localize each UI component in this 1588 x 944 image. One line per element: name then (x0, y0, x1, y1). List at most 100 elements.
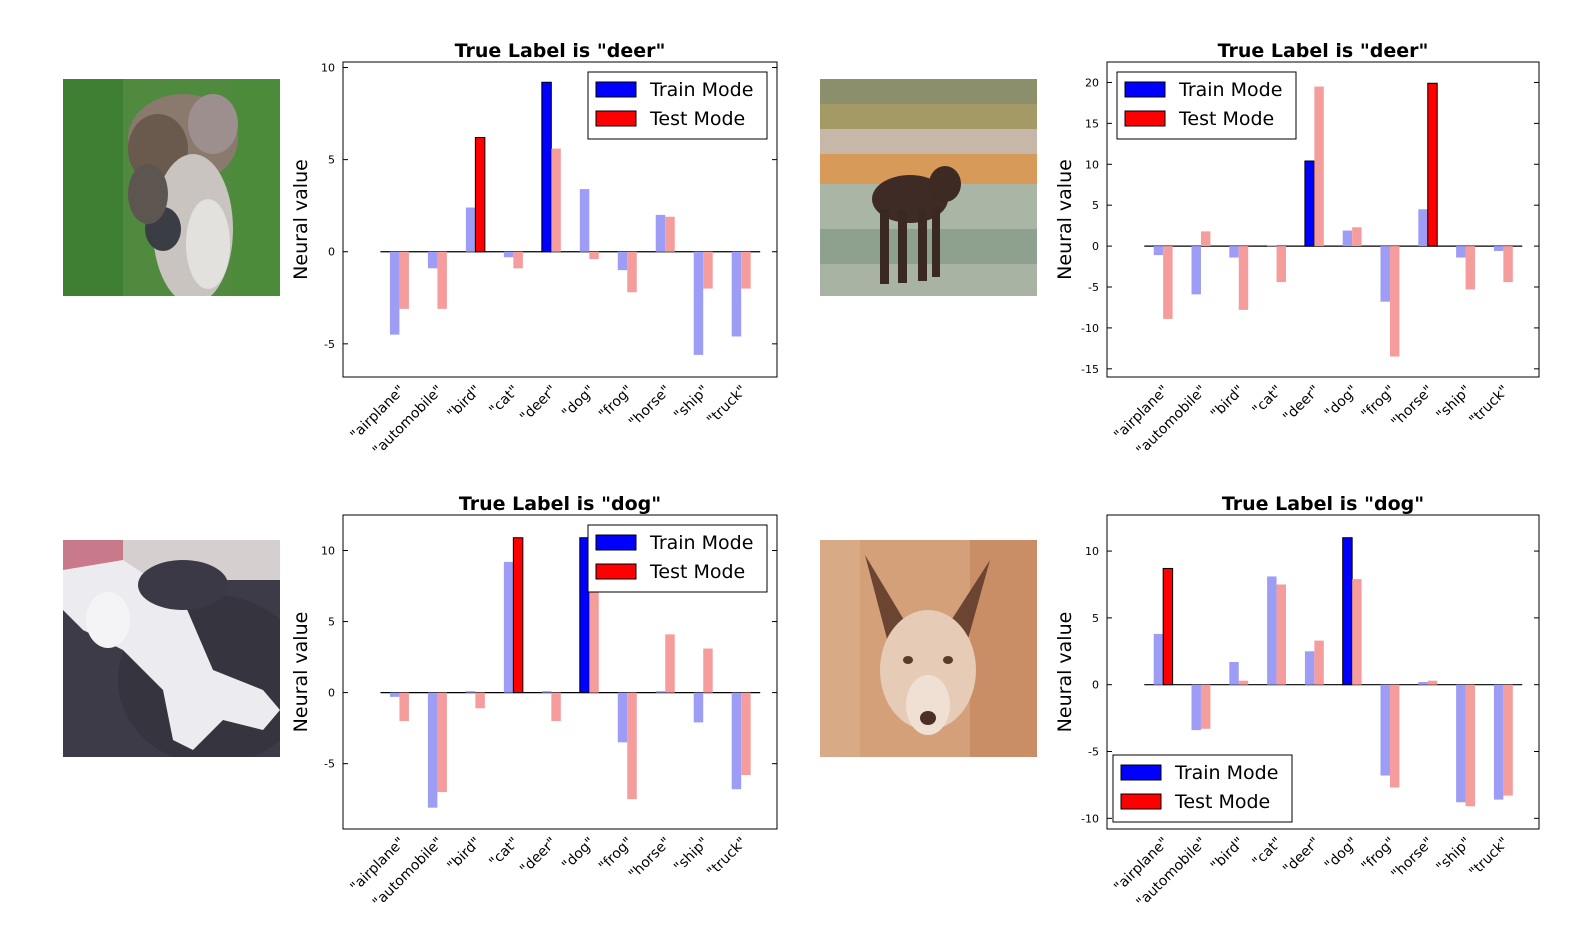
y-tick-label: 10 (1085, 545, 1099, 558)
train-bar-1 (1153, 633, 1164, 685)
legend-swatch-train (1124, 81, 1166, 98)
train-bar-8 (655, 691, 666, 693)
x-tick-label: "dog" (559, 383, 598, 422)
test-bar-8 (665, 634, 675, 693)
y-tick-label: 0 (328, 687, 335, 700)
test-bar-10 (1503, 246, 1513, 283)
x-tick-label: "bird" (1208, 383, 1248, 423)
legend-swatch-test (1124, 110, 1166, 127)
x-tick-label: "horse" (1389, 835, 1437, 883)
train-bar-9 (693, 251, 704, 355)
x-tick-label: "cat" (486, 383, 522, 419)
train-bar-5 (1304, 651, 1315, 685)
y-tick-label: 0 (1092, 240, 1099, 253)
legend-label-train: Train Mode (1178, 79, 1282, 101)
test-bar-9 (1465, 684, 1476, 807)
y-axis-label: Neural value (1054, 612, 1076, 733)
y-tick-label: -10 (1081, 322, 1099, 335)
train-bar-3 (1229, 661, 1239, 685)
train-bar-4 (1267, 576, 1277, 685)
y-tick-label: -10 (1081, 812, 1099, 825)
x-tick-label: "dog" (1322, 383, 1361, 422)
test-bar-10 (741, 251, 751, 289)
train-bar-2 (427, 692, 438, 808)
cat-thumbnail-image (63, 540, 280, 757)
train-bar-10 (1493, 684, 1504, 800)
x-tick-label: "bird" (1208, 835, 1248, 875)
chart-title: True Label is "deer" (455, 40, 666, 62)
y-tick-label: 10 (1085, 158, 1099, 171)
test-bar-5 (1314, 640, 1324, 685)
moose-thumbnail-image (820, 79, 1037, 296)
train-bar-10 (1493, 246, 1504, 251)
y-tick-label: -5 (1088, 281, 1099, 294)
legend-swatch-test (595, 563, 637, 580)
test-bar-10 (1503, 684, 1513, 796)
y-tick-label: 10 (321, 545, 335, 558)
x-tick-label: "truck" (704, 835, 750, 881)
test-bar-3 (1238, 246, 1249, 310)
train-bar-5 (541, 81, 552, 253)
test-bar-5 (1314, 86, 1324, 247)
y-tick-label: 5 (1092, 612, 1099, 625)
x-tick-label: "cat" (1250, 383, 1286, 419)
test-bar-1 (1162, 567, 1174, 686)
chart-title: True Label is "deer" (1218, 40, 1429, 62)
test-bar-2 (437, 251, 447, 309)
y-tick-label: -15 (1081, 363, 1099, 376)
train-bar-10 (731, 251, 742, 337)
train-bar-1 (389, 251, 400, 335)
test-bar-2 (1200, 231, 1211, 247)
y-tick-label: -5 (324, 338, 335, 351)
legend-label-test: Test Mode (1174, 791, 1270, 813)
legend-label-test: Test Mode (649, 561, 745, 583)
chart-3: True Label is "dog"Neural value-50510"ai… (290, 493, 778, 911)
legend-label-test: Test Mode (1178, 108, 1274, 130)
legend-swatch-test (595, 110, 637, 127)
train-bar-7 (617, 692, 628, 743)
train-bar-7 (1380, 684, 1390, 776)
legend-swatch-train (1120, 764, 1162, 781)
deer-thumbnail-image (63, 79, 280, 296)
legend-swatch-train (595, 534, 637, 551)
train-bar-7 (617, 251, 628, 271)
chart-title: True Label is "dog" (1222, 493, 1424, 515)
x-tick-label: "deer" (1280, 383, 1323, 426)
train-bar-4 (503, 251, 514, 258)
train-bar-6 (1342, 230, 1353, 247)
test-bar-9 (703, 251, 713, 289)
train-bar-2 (1191, 684, 1201, 731)
train-bar-5 (541, 691, 552, 693)
test-bar-4 (512, 537, 524, 694)
test-bar-5 (551, 692, 561, 722)
train-bar-3 (465, 691, 476, 693)
train-bar-9 (1456, 246, 1466, 258)
test-bar-7 (1389, 684, 1400, 788)
y-axis-label: Neural value (290, 612, 312, 733)
test-bar-2 (437, 692, 447, 793)
legend-swatch-test (1120, 793, 1162, 810)
y-tick-label: 5 (1092, 199, 1099, 212)
train-bar-2 (1191, 246, 1201, 295)
y-tick-label: 0 (328, 246, 335, 259)
train-bar-2 (427, 251, 438, 269)
test-bar-4 (1276, 246, 1287, 283)
test-bar-3 (1238, 680, 1249, 685)
test-bar-7 (1389, 246, 1400, 357)
y-axis-label: Neural value (1054, 159, 1076, 280)
legend-label-train: Train Mode (649, 79, 753, 101)
test-bar-3 (475, 692, 485, 709)
x-tick-label: "deer" (517, 835, 560, 878)
legend: Train Mode Test Mode (587, 524, 768, 593)
x-tick-label: "bird" (445, 383, 485, 423)
legend-label-train: Train Mode (649, 532, 753, 554)
train-bar-1 (389, 692, 400, 697)
test-bar-4 (513, 251, 523, 269)
x-tick-label: "truck" (704, 383, 750, 429)
legend-swatch-train (595, 81, 637, 98)
train-bar-9 (693, 692, 704, 723)
y-tick-label: -5 (324, 758, 335, 771)
test-bar-7 (627, 251, 637, 293)
test-bar-5 (551, 148, 561, 252)
